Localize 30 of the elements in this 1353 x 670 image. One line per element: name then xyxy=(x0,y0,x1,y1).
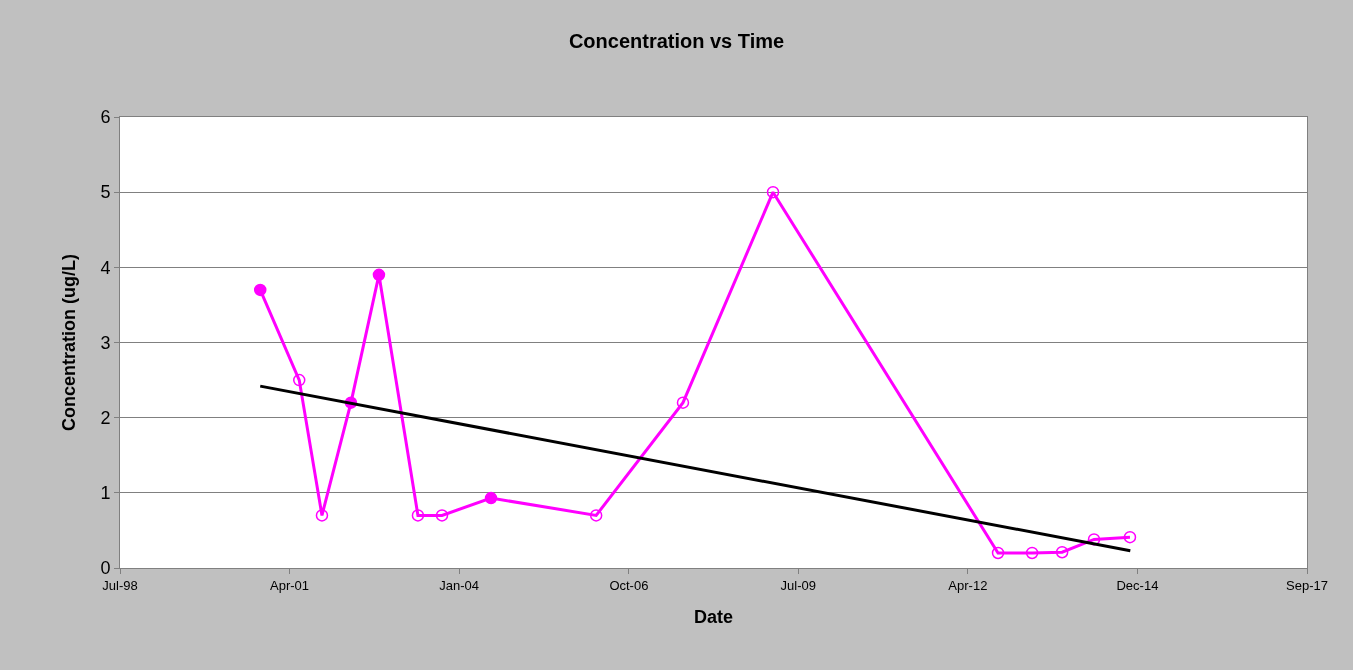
y-tick-label: 4 xyxy=(100,257,111,278)
point xyxy=(1025,546,1039,560)
x-axis-title: Date xyxy=(693,606,734,627)
point xyxy=(315,509,329,522)
point xyxy=(411,509,425,522)
x-tick-label: Apr-12 xyxy=(948,577,988,593)
x-tick-label: Sep-17 xyxy=(1286,577,1328,593)
point xyxy=(991,546,1005,560)
x-tick-label: Jul-98 xyxy=(102,577,138,593)
x-tick-label: Apr-01 xyxy=(270,577,310,593)
y-tick-label: 3 xyxy=(100,332,111,353)
point xyxy=(766,185,780,199)
y-axis-title: Concentration (ug/L) xyxy=(58,254,79,431)
x-tick-label: Oct-06 xyxy=(609,577,649,593)
chart-title: Concentration vs Time xyxy=(568,29,785,52)
point xyxy=(1055,545,1069,559)
y-tick-label: 6 xyxy=(100,107,111,128)
point xyxy=(589,509,603,522)
y-tick-label: 1 xyxy=(100,483,111,504)
point xyxy=(292,373,306,387)
point xyxy=(435,509,449,522)
y-tick-label: 0 xyxy=(100,558,111,579)
point xyxy=(1087,533,1101,546)
point xyxy=(676,396,690,409)
x-tick-label: Jul-09 xyxy=(780,577,816,593)
x-tick-label: Dec-14 xyxy=(1116,577,1159,593)
y-tick-label: 5 xyxy=(100,182,111,203)
y-tick-label: 2 xyxy=(100,407,111,428)
x-tick-label: Jan-04 xyxy=(439,577,480,593)
point xyxy=(1123,530,1137,544)
